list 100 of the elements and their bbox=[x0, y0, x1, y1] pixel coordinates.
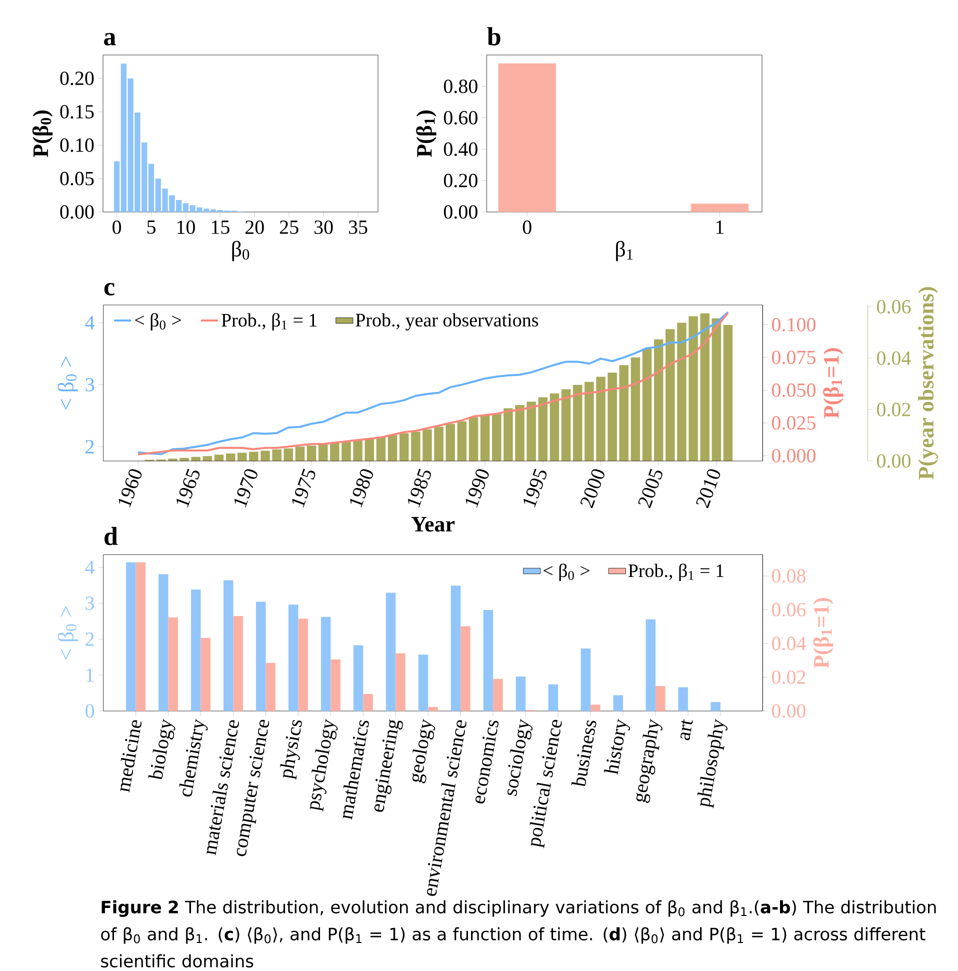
bar bbox=[538, 397, 548, 461]
y-tick-label: 3 bbox=[86, 378, 94, 392]
bar bbox=[483, 610, 494, 711]
x-tick-label: 35 bbox=[348, 220, 368, 234]
bar bbox=[272, 449, 282, 461]
bar bbox=[353, 440, 362, 461]
legend-label: Prob., β$_{1}$ = 1 bbox=[222, 313, 316, 331]
chart-title: b bbox=[487, 27, 500, 46]
bar bbox=[561, 389, 571, 461]
x-tick-label: 0 bbox=[522, 220, 532, 234]
x-tick-label: economics bbox=[476, 720, 498, 804]
bar bbox=[295, 446, 305, 461]
bar bbox=[666, 329, 675, 461]
x-tick-label: 1980 bbox=[350, 469, 374, 508]
bar bbox=[504, 408, 513, 461]
bar bbox=[468, 417, 478, 461]
chart-title: d bbox=[104, 526, 118, 546]
bar bbox=[256, 602, 266, 711]
x-tick-label: 1960 bbox=[118, 469, 142, 508]
bar bbox=[654, 339, 664, 461]
x-tick-label: art bbox=[680, 719, 693, 740]
y-tick-label: 0.00 bbox=[60, 205, 94, 219]
x-tick-label: 5 bbox=[147, 220, 156, 234]
bar bbox=[619, 365, 629, 461]
bar bbox=[590, 704, 600, 711]
bar bbox=[422, 429, 432, 461]
y-tick-label: 0.00 bbox=[444, 205, 478, 219]
bar bbox=[306, 446, 316, 461]
bar bbox=[249, 452, 258, 461]
bar bbox=[572, 384, 582, 461]
y3-tick-label: 0.02 bbox=[877, 402, 910, 416]
bar bbox=[550, 393, 560, 461]
legend-label: < β$_{0}$ > bbox=[544, 564, 590, 582]
x-tick-label: 10 bbox=[177, 220, 195, 234]
y2-axis-title: P(β$_{1}$=1) bbox=[823, 348, 844, 418]
bar bbox=[656, 686, 666, 711]
x-tick-label: 2005 bbox=[638, 468, 662, 508]
y2-tick-label: 0.075 bbox=[772, 350, 816, 364]
bar bbox=[237, 452, 247, 461]
x-tick-label: geography bbox=[636, 718, 663, 803]
x-tick-label: 1975 bbox=[292, 468, 316, 508]
y2-tick-label: 0.00 bbox=[772, 704, 806, 718]
x-tick-label: chemistry bbox=[179, 718, 208, 797]
y-tick-label: 0.40 bbox=[444, 142, 478, 156]
y-tick-label: 0.20 bbox=[444, 174, 478, 188]
x-tick-label: 1970 bbox=[234, 469, 258, 508]
x-tick-label: 2000 bbox=[580, 469, 604, 508]
bar bbox=[608, 372, 617, 461]
bar bbox=[710, 702, 720, 711]
legend-label: Prob., β$_{1}$ = 1 bbox=[628, 564, 724, 582]
bar bbox=[642, 348, 652, 461]
bar bbox=[284, 448, 294, 461]
bar bbox=[386, 592, 396, 711]
y-tick-label: 1 bbox=[86, 668, 94, 682]
bar bbox=[411, 432, 420, 461]
chart-title: c bbox=[104, 282, 114, 296]
bar bbox=[353, 645, 364, 711]
bar bbox=[260, 450, 270, 461]
y2-tick-label: 0.02 bbox=[772, 670, 806, 684]
bar bbox=[646, 619, 656, 711]
x-tick-label: 30 bbox=[314, 220, 333, 234]
x-tick-label: geology bbox=[412, 718, 436, 784]
y2-tick-label: 0.100 bbox=[772, 318, 816, 332]
y-axis-title: P(β$_{1}$) bbox=[416, 110, 436, 158]
bar bbox=[515, 404, 524, 461]
y-tick-label: 0.60 bbox=[444, 111, 478, 125]
bar bbox=[330, 442, 340, 461]
x-tick-label: history bbox=[604, 718, 630, 775]
x-tick-label: 20 bbox=[246, 220, 264, 234]
x-tick-label: 1965 bbox=[176, 468, 200, 508]
x-tick-label: 1985 bbox=[408, 468, 431, 508]
x-tick-label: medicine bbox=[120, 720, 142, 792]
bar bbox=[480, 414, 490, 461]
y2-tick-label: 0.04 bbox=[772, 636, 806, 650]
bar bbox=[596, 376, 606, 461]
y-tick-label: 3 bbox=[86, 596, 94, 610]
y2-tick-label: 0.025 bbox=[772, 416, 816, 430]
bar bbox=[700, 313, 710, 461]
y2-tick-label: 0.06 bbox=[772, 602, 806, 617]
bar bbox=[526, 402, 536, 461]
bar bbox=[318, 444, 328, 461]
x-tick-label: 1 bbox=[716, 220, 724, 234]
legend-label: < β$_{0}$ > bbox=[135, 313, 181, 331]
y3-tick-label: 0.06 bbox=[877, 300, 911, 314]
x-tick-label: 15 bbox=[212, 220, 230, 234]
x-axis-title: β$_{0}$ bbox=[232, 240, 250, 262]
y-axis-title: P(β$_{0}$) bbox=[32, 110, 53, 158]
x-tick-label: engineering bbox=[374, 719, 403, 812]
bar bbox=[688, 316, 698, 461]
x-axis-title: β$_{1}$ bbox=[616, 240, 633, 262]
y-tick-label: 0.80 bbox=[444, 80, 478, 94]
bar bbox=[399, 433, 409, 461]
bar bbox=[548, 684, 558, 711]
x-tick-label: 25 bbox=[280, 220, 298, 234]
legend-label: Prob., year observations bbox=[356, 313, 538, 330]
bar bbox=[363, 694, 373, 711]
bar bbox=[677, 322, 686, 461]
y3-axis-title: P(year observations) bbox=[918, 287, 938, 480]
x-tick-label: physics bbox=[280, 720, 302, 780]
y-axis-title: < β$_{0}$ > bbox=[58, 606, 78, 660]
